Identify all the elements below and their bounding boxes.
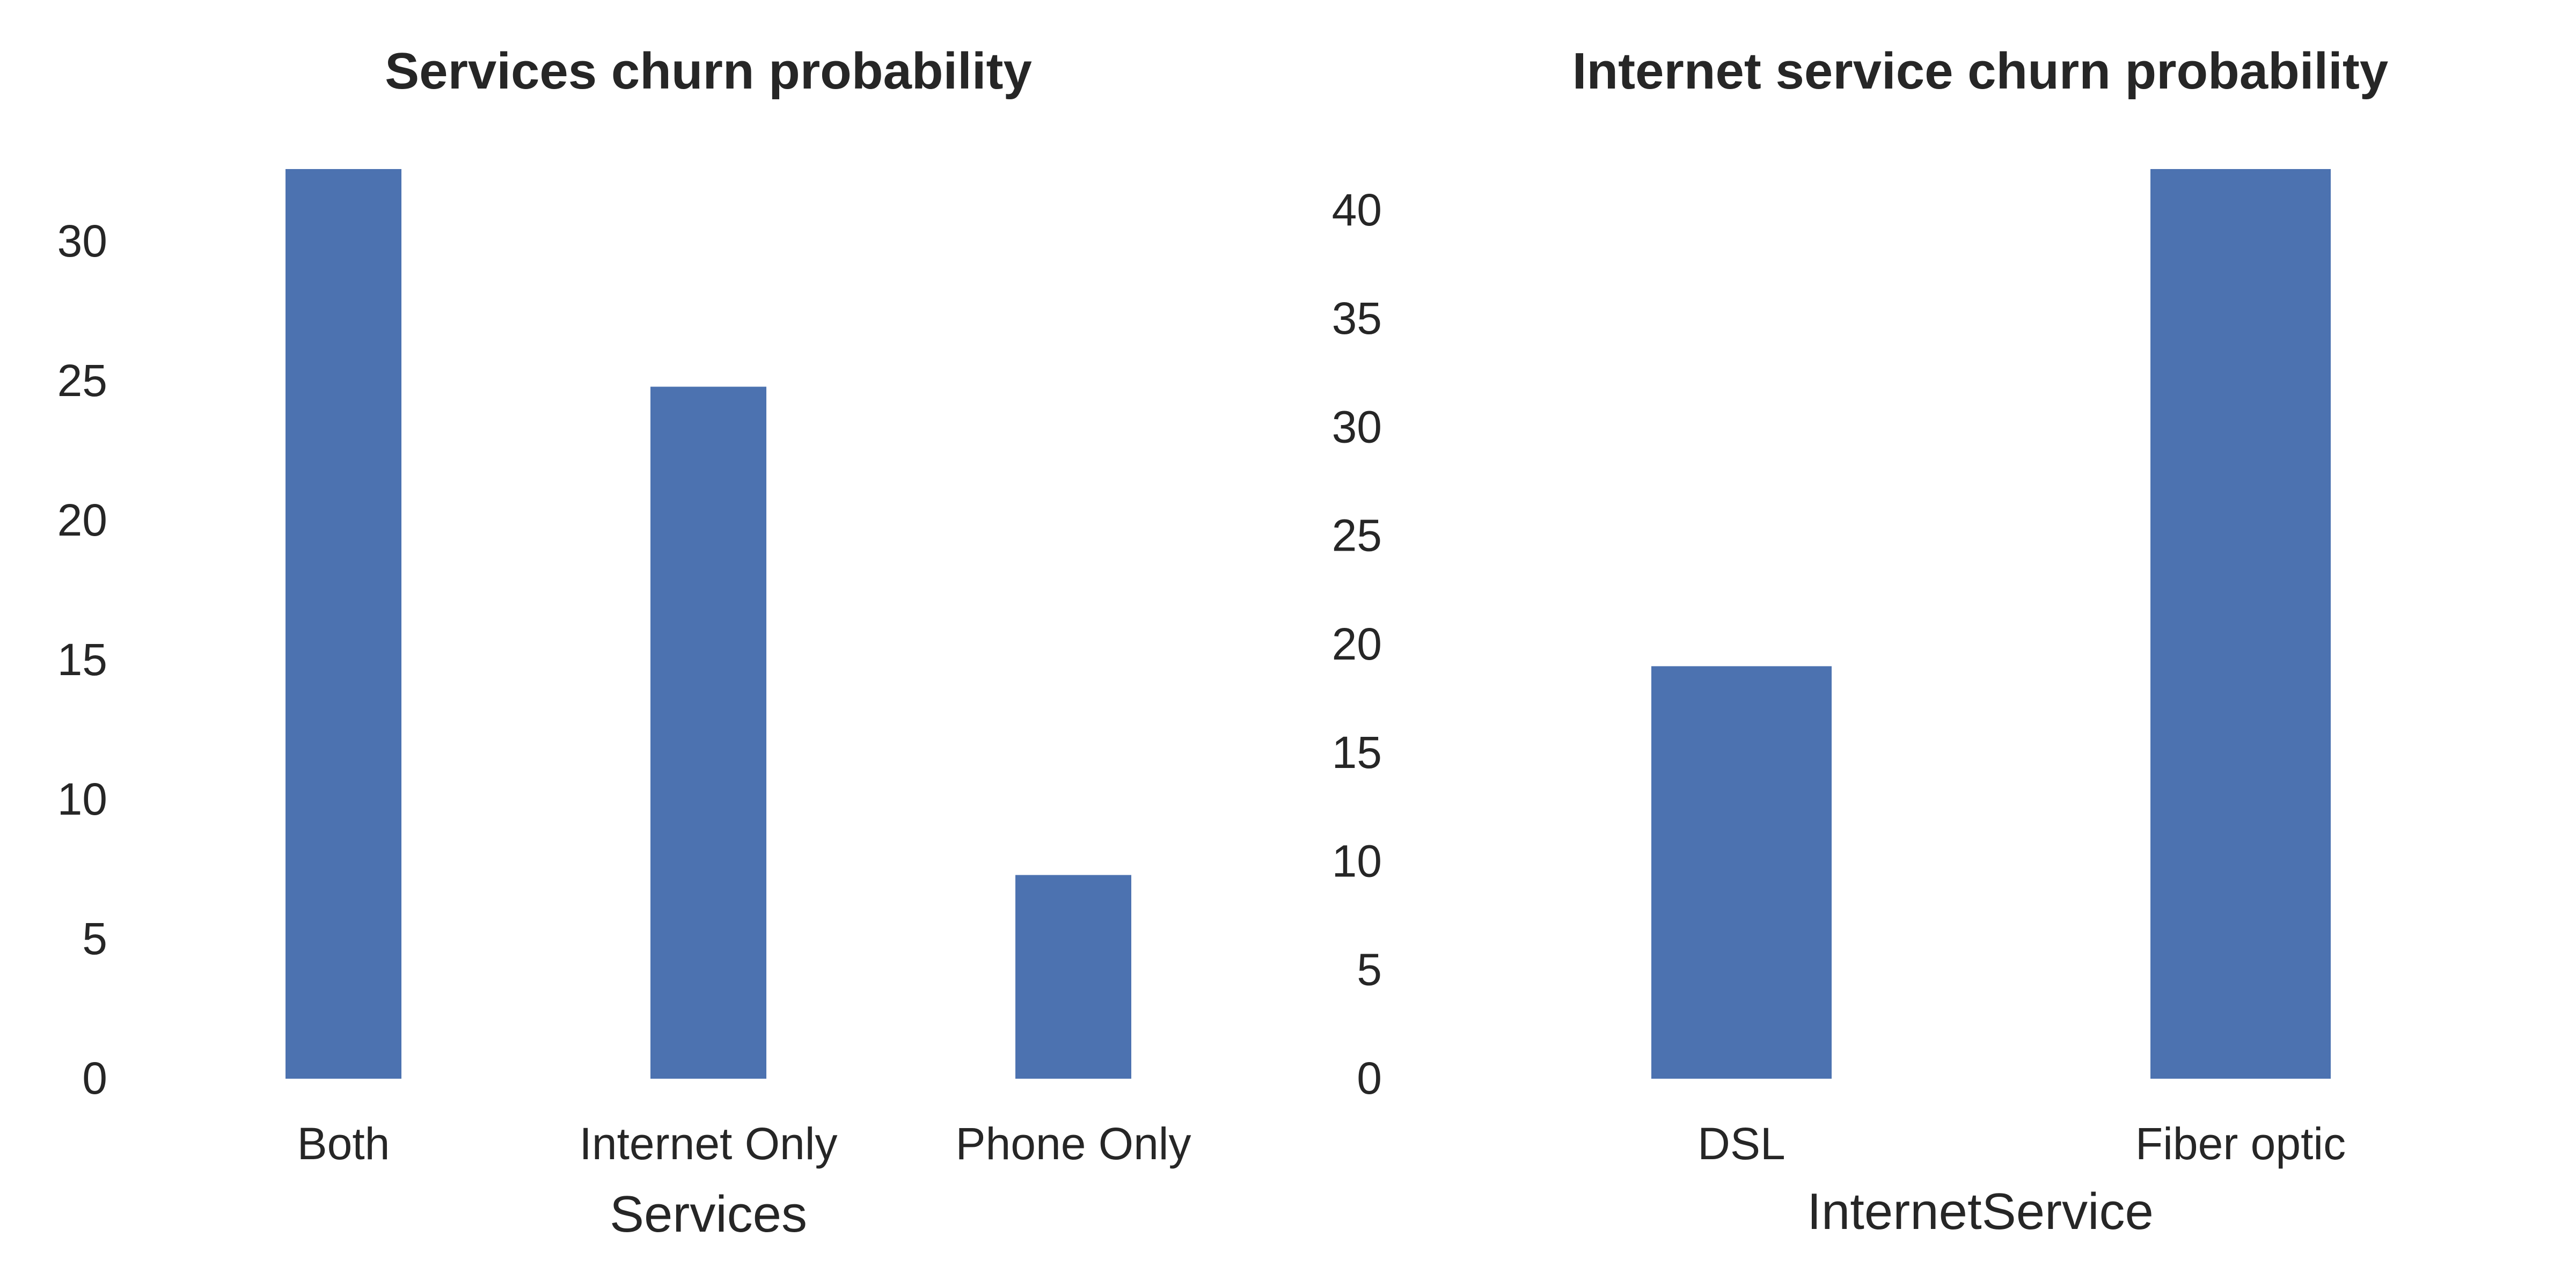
x-tick-labels: Both Internet Only Phone Only bbox=[297, 1118, 1191, 1169]
x-axis-label: InternetService bbox=[1807, 1183, 2154, 1240]
bars bbox=[286, 169, 1131, 1079]
y-tick-label: 10 bbox=[57, 774, 107, 824]
y-tick-label: 5 bbox=[1357, 945, 1382, 995]
bar-phone-only bbox=[1015, 875, 1131, 1079]
y-tick-label: 0 bbox=[1357, 1053, 1382, 1103]
y-tick-label: 35 bbox=[1332, 293, 1382, 343]
y-tick-labels: 0 5 10 15 20 25 30 35 40 bbox=[1332, 185, 1382, 1103]
chart-title: Internet service churn probability bbox=[1572, 42, 2388, 100]
bar-dsl bbox=[1651, 666, 1832, 1079]
chart-services-churn: Services churn probability Services 0 5 10… bbox=[57, 42, 1191, 1243]
bars bbox=[1651, 169, 2331, 1079]
y-tick-label: 30 bbox=[1332, 401, 1382, 452]
y-tick-labels: 0 5 10 15 20 25 30 bbox=[57, 216, 107, 1103]
y-tick-label: 25 bbox=[1332, 510, 1382, 561]
x-tick-label: DSL bbox=[1697, 1118, 1785, 1169]
x-tick-label: Internet Only bbox=[580, 1118, 838, 1169]
y-tick-label: 15 bbox=[1332, 727, 1382, 778]
y-tick-label: 15 bbox=[57, 634, 107, 685]
y-tick-label: 20 bbox=[1332, 619, 1382, 669]
x-tick-label: Phone Only bbox=[956, 1118, 1191, 1169]
y-tick-label: 25 bbox=[57, 355, 107, 406]
chart-internet-service-churn: Internet service churn probability Inter… bbox=[1332, 42, 2389, 1240]
y-tick-label: 20 bbox=[57, 495, 107, 545]
y-tick-label: 10 bbox=[1332, 836, 1382, 886]
x-tick-labels: DSL Fiber optic bbox=[1697, 1118, 2346, 1169]
x-axis-label: Services bbox=[610, 1185, 807, 1243]
y-tick-label: 0 bbox=[82, 1053, 107, 1103]
bar-internet-only bbox=[650, 386, 766, 1079]
bar-both bbox=[286, 169, 401, 1079]
y-tick-label: 40 bbox=[1332, 185, 1382, 235]
bar-fiber-optic bbox=[2150, 169, 2331, 1079]
y-tick-label: 5 bbox=[82, 913, 107, 964]
x-tick-label: Fiber optic bbox=[2135, 1118, 2346, 1169]
x-tick-label: Both bbox=[297, 1118, 390, 1169]
chart-title: Services churn probability bbox=[385, 42, 1032, 100]
y-tick-label: 30 bbox=[57, 216, 107, 266]
